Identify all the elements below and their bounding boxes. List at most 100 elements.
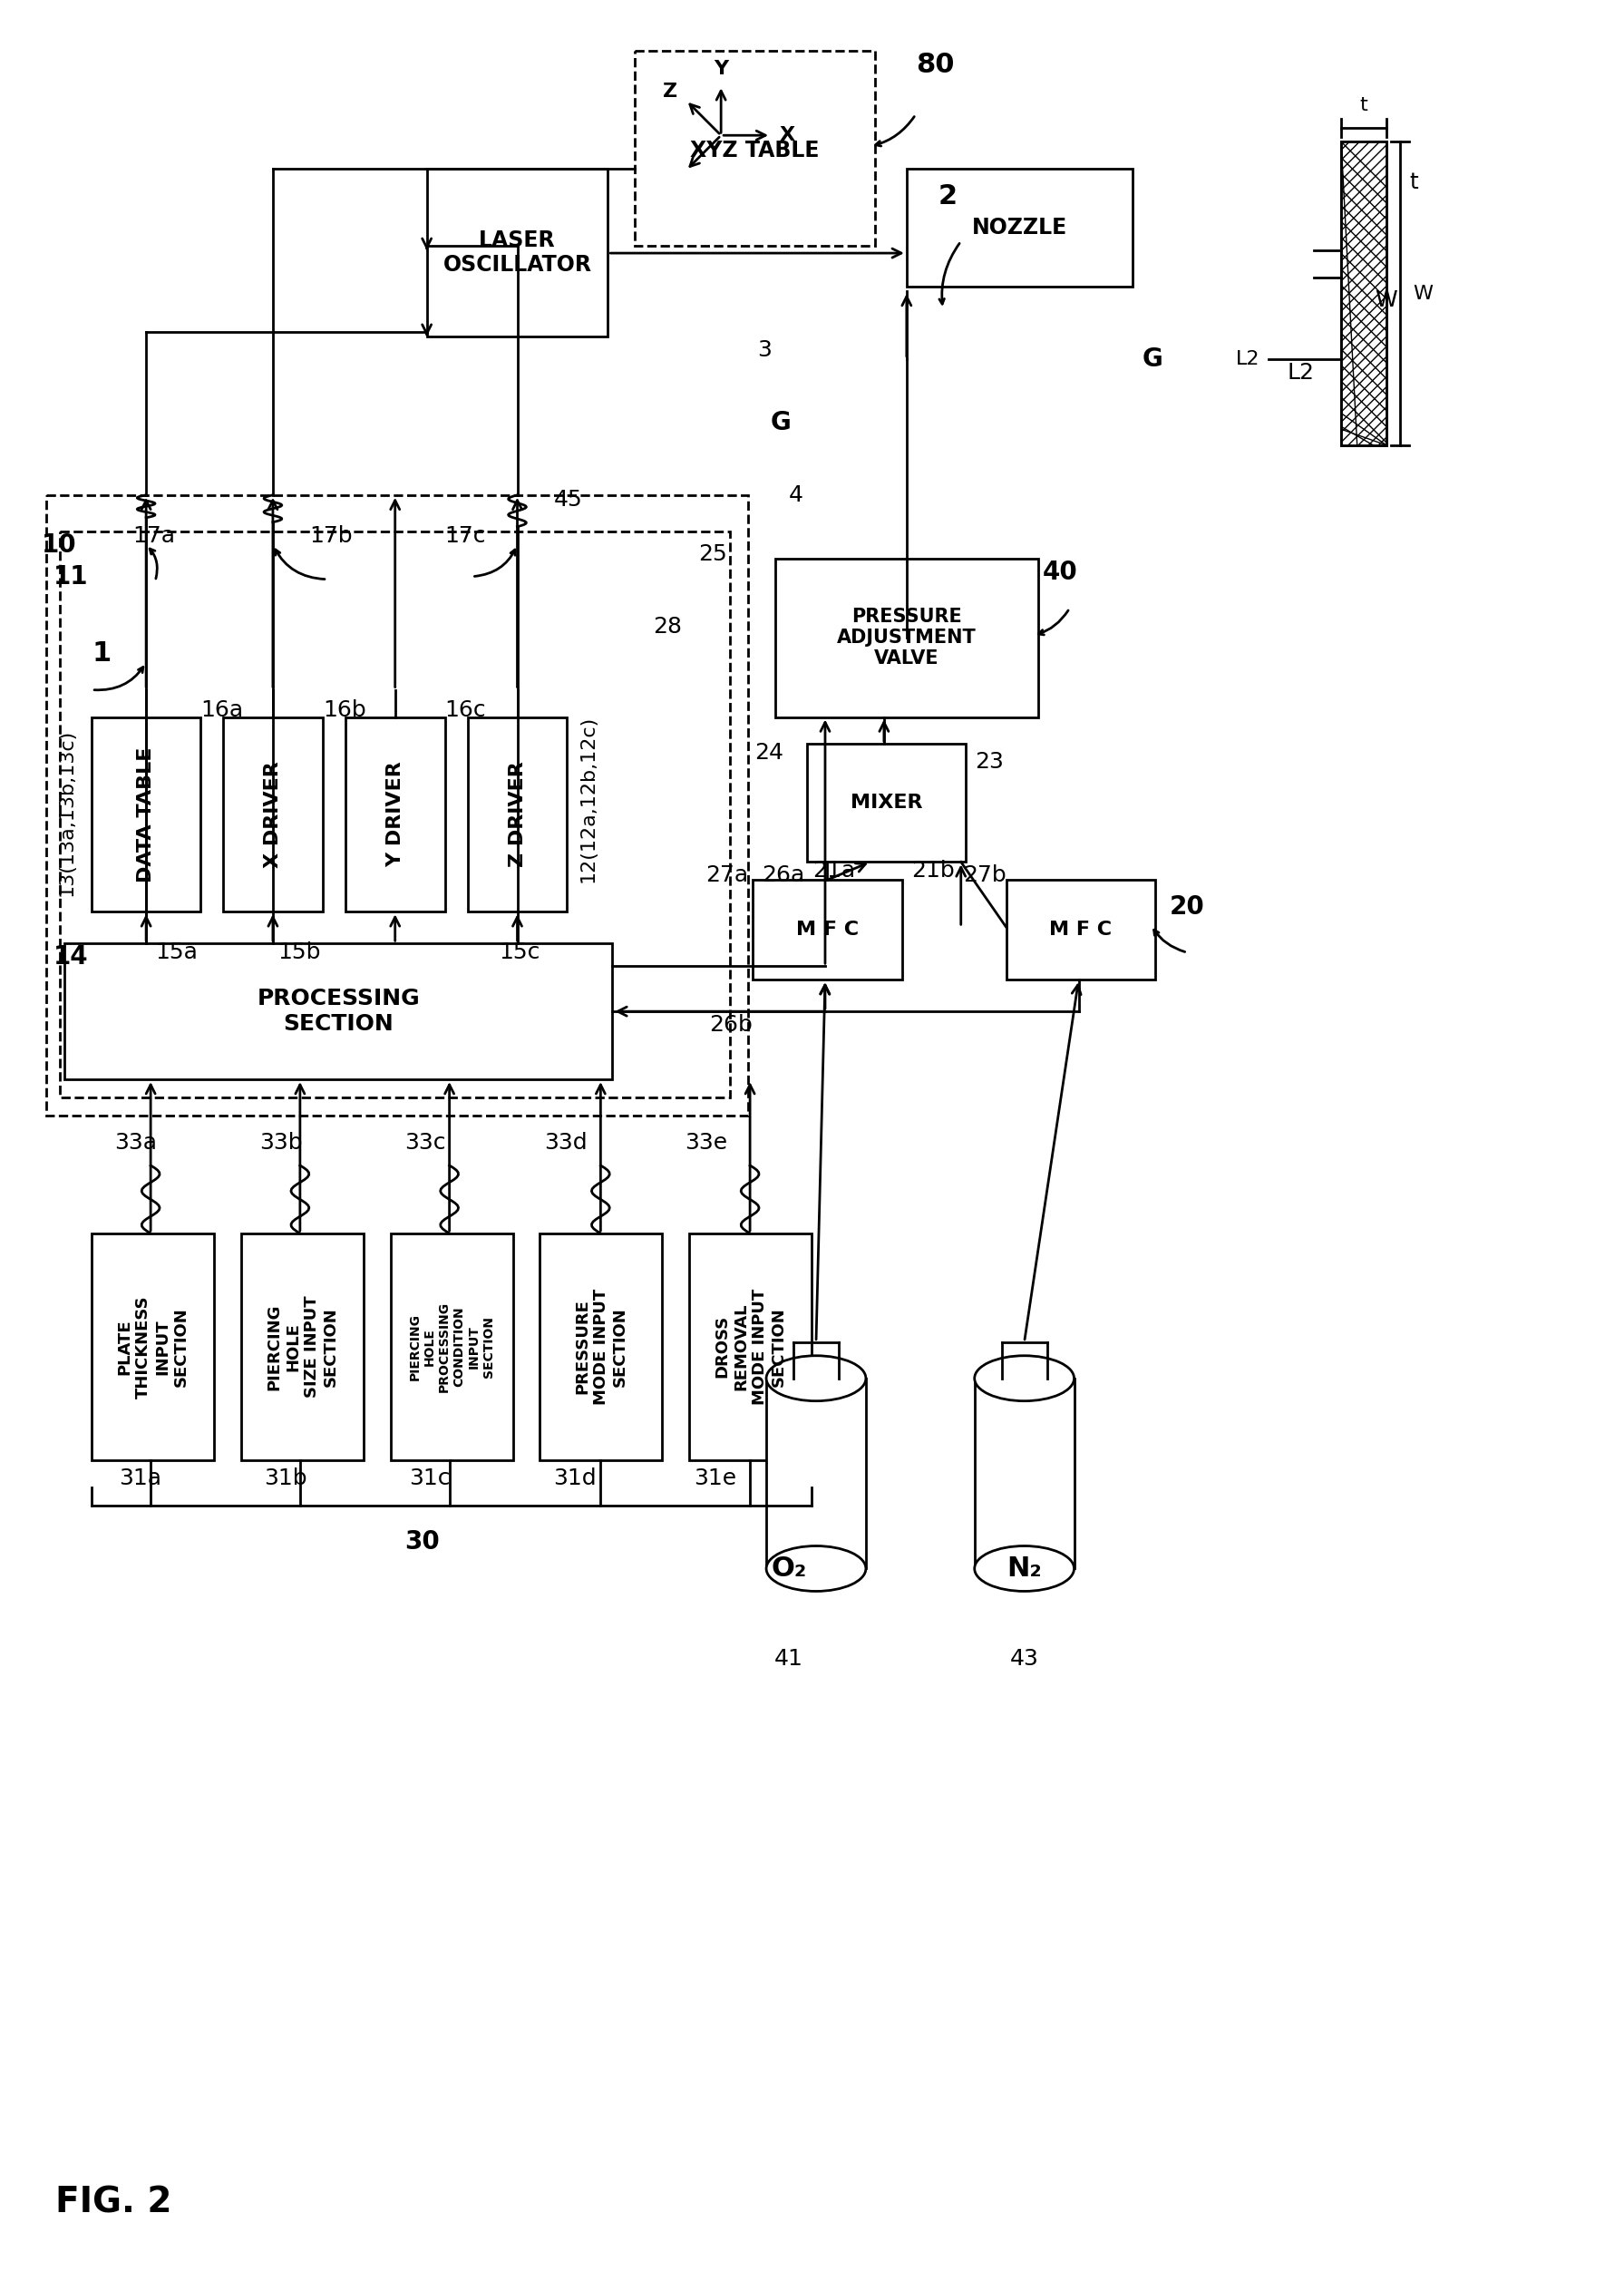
Ellipse shape [767, 1356, 866, 1402]
Bar [974, 1379, 1073, 1569]
Bar [222, 717, 323, 912]
Bar [1007, 880, 1156, 981]
Text: 41: 41 [775, 1647, 804, 1670]
Bar [390, 1233, 513, 1459]
Text: O₂: O₂ [771, 1556, 807, 1581]
Ellipse shape [974, 1356, 1073, 1402]
Text: 40: 40 [1043, 559, 1078, 584]
Text: 16b: 16b [323, 699, 365, 722]
Bar [60, 532, 731, 1097]
Text: PIERCING
HOLE
PROCESSING
CONDITION
INPUT
SECTION: PIERCING HOLE PROCESSING CONDITION INPUT… [409, 1301, 495, 1393]
Text: DROSS
REMOVAL
MODE INPUT
SECTION: DROSS REMOVAL MODE INPUT SECTION [715, 1288, 788, 1404]
Ellipse shape [767, 1546, 866, 1592]
Bar [242, 1233, 364, 1459]
Text: PRESSURE
MODE INPUT
SECTION: PRESSURE MODE INPUT SECTION [573, 1288, 628, 1404]
Text: 80: 80 [916, 50, 955, 78]
Text: 13(13a,13b,13c): 13(13a,13b,13c) [57, 729, 75, 896]
Text: 15a: 15a [156, 942, 198, 965]
Text: 45: 45 [554, 488, 583, 511]
Text: t: t [1359, 96, 1367, 115]
Text: 17a: 17a [133, 525, 175, 548]
Text: G: G [771, 410, 791, 435]
Text: L2: L2 [1286, 362, 1314, 383]
Text: 23: 23 [974, 751, 1004, 772]
Text: 16c: 16c [445, 699, 486, 722]
Text: LASER
OSCILLATOR: LASER OSCILLATOR [443, 229, 591, 277]
Text: PROCESSING
SECTION: PROCESSING SECTION [257, 987, 421, 1036]
Text: 33c: 33c [404, 1132, 445, 1155]
Text: 24: 24 [755, 742, 783, 765]
Bar [93, 1233, 214, 1459]
Text: 33b: 33b [260, 1132, 302, 1155]
Text: 27a: 27a [705, 864, 749, 887]
Text: 28: 28 [653, 616, 682, 637]
Text: Y DRIVER: Y DRIVER [387, 761, 404, 868]
Text: X: X [780, 126, 794, 144]
Text: 4: 4 [789, 483, 804, 506]
Text: 21a: 21a [812, 859, 856, 882]
Text: 20: 20 [1169, 893, 1205, 921]
Bar [807, 745, 965, 861]
Ellipse shape [974, 1546, 1073, 1592]
Text: 16a: 16a [200, 699, 244, 722]
Text: 27b: 27b [963, 864, 1007, 887]
Text: 31a: 31a [119, 1466, 161, 1489]
Bar [468, 717, 567, 912]
Text: 26b: 26b [710, 1015, 752, 1036]
Text: 1: 1 [93, 641, 110, 667]
Text: FIG. 2: FIG. 2 [55, 2186, 172, 2220]
Bar [775, 559, 1038, 717]
Bar [427, 170, 607, 337]
Bar [1341, 142, 1387, 444]
Text: 15c: 15c [499, 942, 541, 965]
Bar [47, 495, 749, 1116]
Bar [752, 880, 901, 981]
Text: t: t [1410, 172, 1418, 192]
Bar [1341, 142, 1387, 444]
Text: 31b: 31b [263, 1466, 307, 1489]
Text: W: W [1376, 289, 1398, 312]
Text: 11: 11 [54, 564, 89, 589]
Text: 14: 14 [54, 944, 89, 969]
Text: 12(12a,12b,12c): 12(12a,12b,12c) [578, 715, 598, 882]
Text: Y: Y [713, 60, 728, 78]
Text: M F C: M F C [1049, 921, 1112, 939]
Text: 15b: 15b [278, 942, 320, 965]
Bar [767, 1379, 866, 1569]
Text: 33d: 33d [544, 1132, 588, 1155]
Text: 3: 3 [757, 339, 771, 362]
Text: PRESSURE
ADJUSTMENT
VALVE: PRESSURE ADJUSTMENT VALVE [836, 607, 976, 667]
Text: 30: 30 [404, 1528, 440, 1553]
Text: 26a: 26a [762, 864, 804, 887]
Text: Z DRIVER: Z DRIVER [508, 761, 526, 868]
Text: 31c: 31c [409, 1466, 450, 1489]
Text: 31d: 31d [554, 1466, 596, 1489]
Bar [635, 50, 875, 245]
Text: 17b: 17b [309, 525, 352, 548]
Text: 43: 43 [1010, 1647, 1039, 1670]
Bar [539, 1233, 663, 1459]
Text: XYZ TABLE: XYZ TABLE [690, 140, 818, 163]
Text: 33a: 33a [114, 1132, 158, 1155]
Bar [346, 717, 445, 912]
Text: Z: Z [663, 82, 677, 101]
Bar [689, 1233, 812, 1459]
Bar [65, 944, 612, 1079]
Bar [93, 717, 200, 912]
Text: M F C: M F C [796, 921, 859, 939]
Text: 25: 25 [698, 543, 728, 566]
Text: W: W [1413, 284, 1432, 302]
Text: X DRIVER: X DRIVER [263, 761, 283, 868]
Text: G: G [1142, 346, 1163, 371]
Text: MIXER: MIXER [851, 795, 922, 811]
Text: DATA TABLE: DATA TABLE [136, 747, 156, 882]
Text: PLATE
THICKNESS
INPUT
SECTION: PLATE THICKNESS INPUT SECTION [117, 1294, 190, 1398]
Text: NOZZLE: NOZZLE [973, 218, 1067, 238]
Text: N₂: N₂ [1007, 1556, 1043, 1581]
Text: 2: 2 [939, 183, 958, 208]
Text: 33e: 33e [685, 1132, 728, 1155]
Text: 17c: 17c [445, 525, 486, 548]
Bar [906, 170, 1134, 286]
Text: PIERCING
HOLE
SIZE INPUT
SECTION: PIERCING HOLE SIZE INPUT SECTION [266, 1294, 339, 1398]
Text: 10: 10 [42, 532, 76, 557]
